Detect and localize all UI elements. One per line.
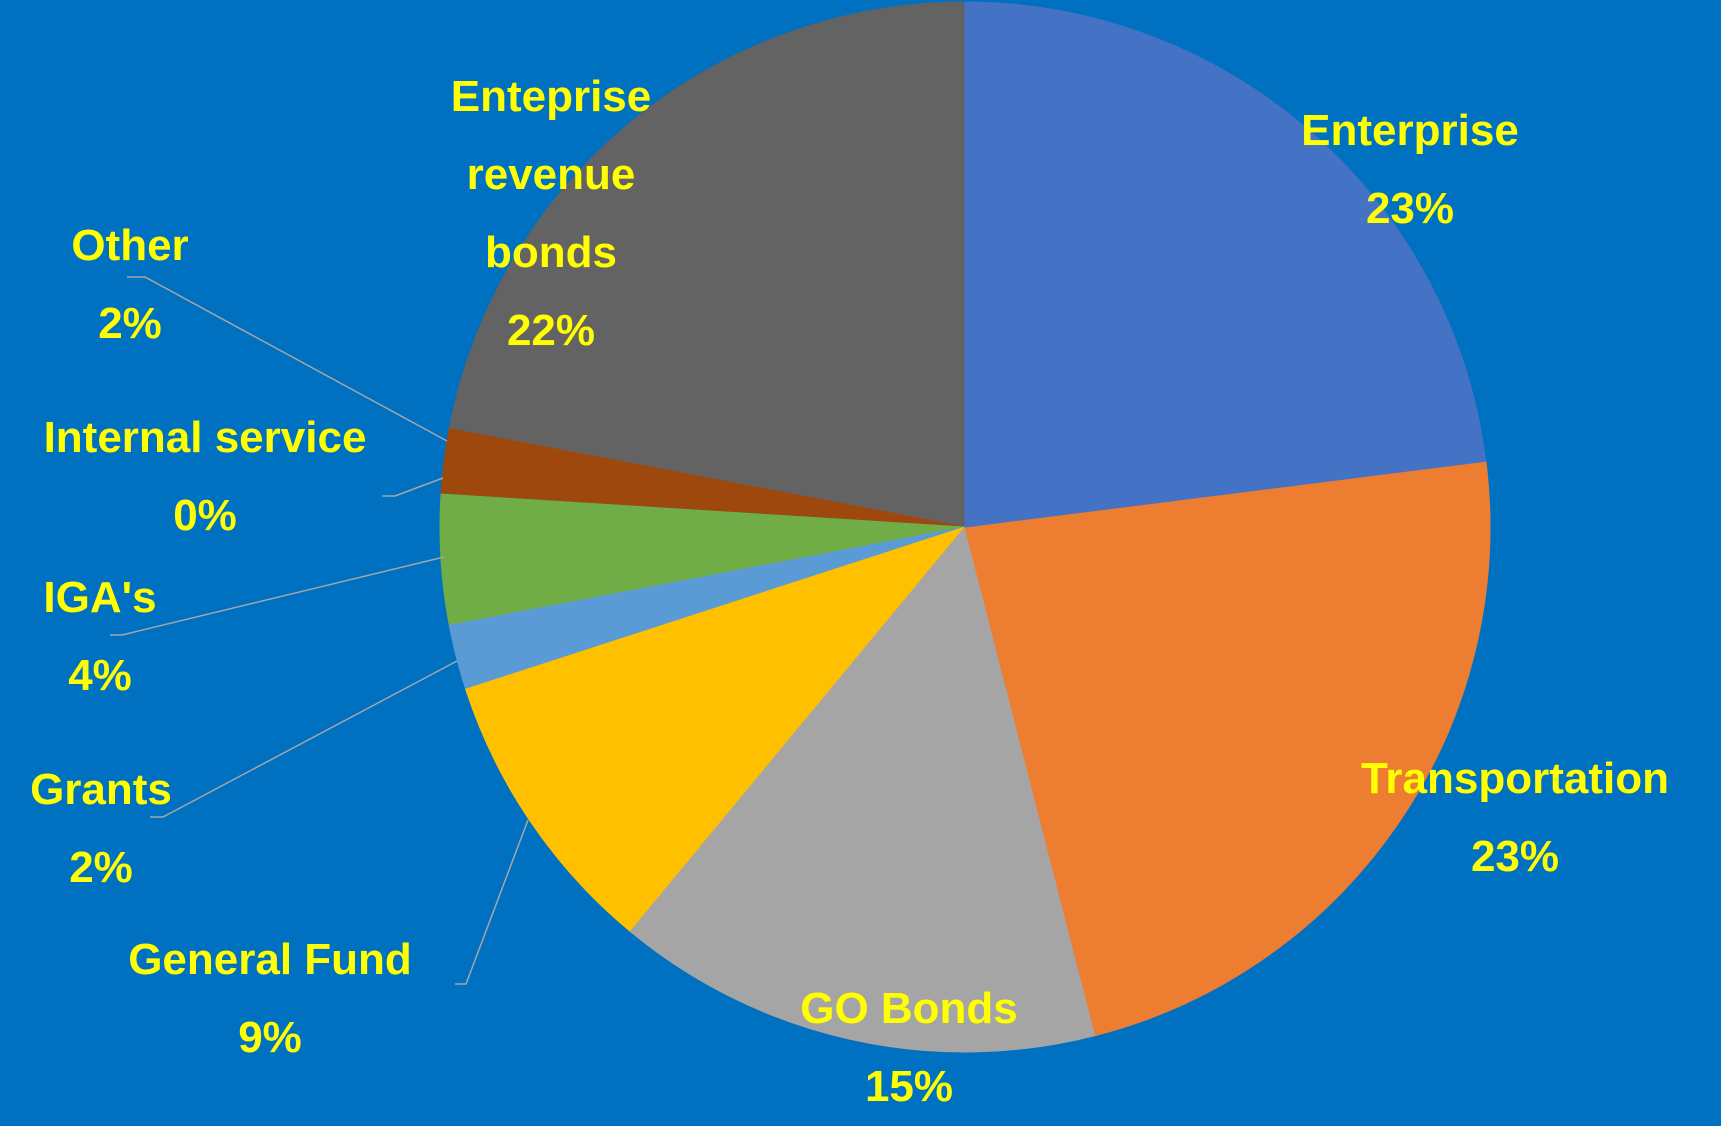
category-name: Grants [30,765,172,814]
slice-label: Grants 2% [30,751,172,907]
category-name: Enteprise revenue bonds [450,72,652,277]
category-name: Enterprise [1301,106,1519,155]
pie-slice [964,1,1487,528]
category-name: Internal service [43,413,367,462]
category-name: General Fund [128,935,412,984]
leader-line [150,660,458,818]
category-name: Transportation [1360,754,1670,803]
value-label: 23% [1470,832,1560,881]
leader-line [127,276,448,442]
slice-label: Transportation 23% [1361,740,1669,896]
value-label: 23% [1365,184,1455,233]
category-name: IGA's [43,573,157,622]
slice-label: Internal service 0% [44,399,367,555]
pie-slice [465,525,967,933]
leader-line [382,477,444,497]
slice-label: GO Bonds 15% [800,970,1018,1126]
value-label: 2% [69,843,133,892]
leader-line [110,556,445,636]
slice-label: General Fund 9% [128,921,412,1077]
value-label: 0% [173,491,237,540]
slice-label: Enteprise revenue bonds 22% [421,58,681,370]
value-label: 4% [68,651,132,700]
category-name: Other [71,221,189,270]
pie-slice [964,460,1491,1037]
value-label: 22% [506,306,596,355]
leader-line [455,819,529,985]
slice-label: Other 2% [71,207,188,363]
slice-label: Enterprise 23% [1301,92,1519,248]
slice-label: IGA's 4% [43,559,156,715]
category-name: GO Bonds [800,984,1018,1033]
value-label: 15% [864,1062,954,1111]
pie-slice [629,525,1097,1053]
pie-slice [448,1,966,528]
value-label: 2% [98,299,162,348]
value-label: 9% [238,1013,302,1062]
